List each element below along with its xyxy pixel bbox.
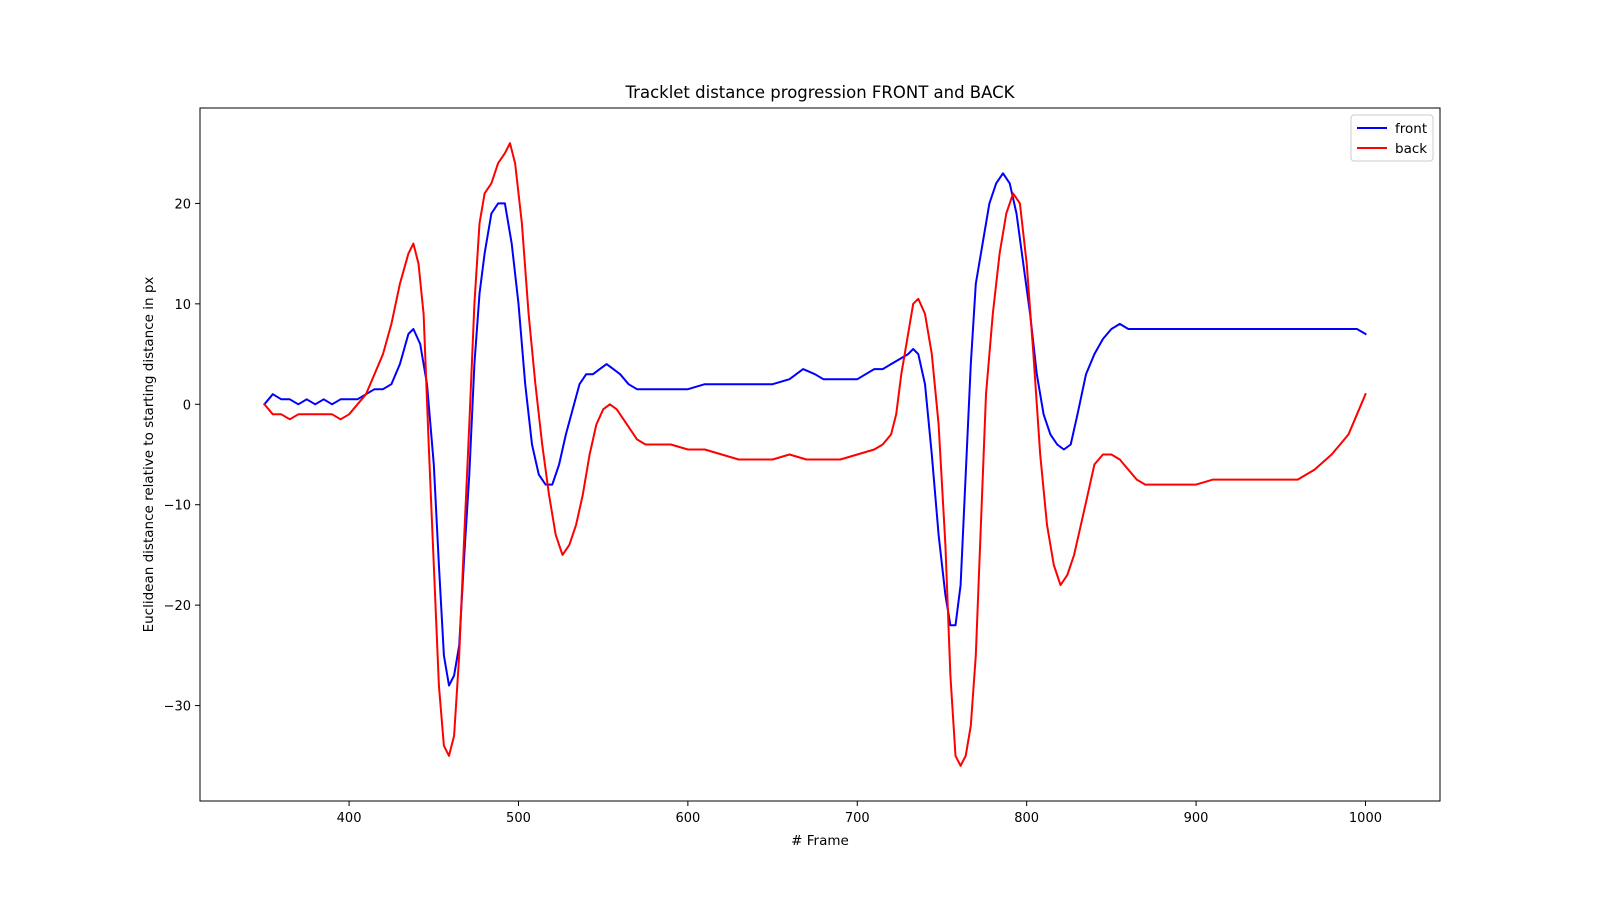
series-line-front [262, 172, 1367, 687]
legend-label-front: front [1395, 121, 1427, 137]
y-tick-label: 10 [174, 298, 191, 313]
x-tick-label: 1000 [1349, 811, 1382, 826]
x-tick-label: 900 [1184, 811, 1209, 826]
x-axis-label: # Frame [791, 833, 849, 849]
x-tick-label: 800 [1014, 811, 1039, 826]
y-tick-label: −20 [164, 599, 191, 614]
series-line-back [262, 142, 1367, 767]
series-layer [262, 142, 1367, 767]
x-tick-label: 700 [845, 811, 870, 826]
y-axis-label: Euclidean distance relative to starting … [141, 277, 157, 633]
x-axis: 400 500 600 700 800 900 1000 [337, 801, 1382, 826]
y-tick-label: 0 [183, 398, 191, 413]
chart-title: Tracklet distance progression FRONT and … [625, 83, 1016, 102]
x-tick-label: 500 [506, 811, 531, 826]
y-tick-label: −30 [164, 700, 191, 715]
y-tick-label: −10 [164, 499, 191, 514]
plot-area [199, 107, 1441, 802]
y-axis: −30 −20 −10 0 10 20 [164, 197, 200, 715]
legend: front back [1350, 114, 1434, 162]
x-tick-label: 400 [337, 811, 362, 826]
legend-box [1350, 114, 1434, 162]
y-tick-label: 20 [174, 197, 191, 212]
legend-label-back: back [1395, 141, 1427, 157]
x-tick-label: 600 [675, 811, 700, 826]
